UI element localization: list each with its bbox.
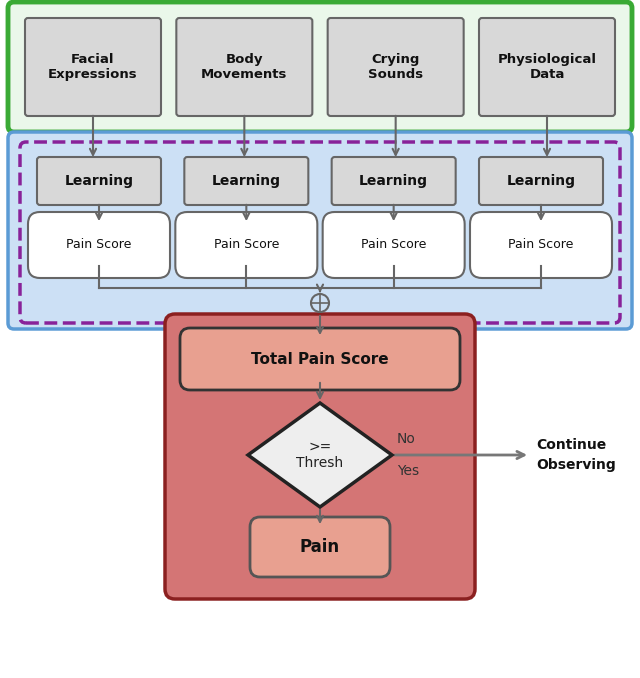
FancyBboxPatch shape	[479, 18, 615, 116]
Text: Learning: Learning	[65, 174, 134, 188]
Text: Pain Score: Pain Score	[214, 239, 279, 252]
FancyBboxPatch shape	[479, 157, 603, 205]
Text: Learning: Learning	[506, 174, 575, 188]
FancyBboxPatch shape	[37, 157, 161, 205]
Text: Physiological
Data: Physiological Data	[497, 53, 596, 81]
Text: Facial
Expressions: Facial Expressions	[48, 53, 138, 81]
FancyBboxPatch shape	[328, 18, 463, 116]
Text: Pain Score: Pain Score	[67, 239, 132, 252]
Text: Observing: Observing	[536, 458, 616, 472]
FancyBboxPatch shape	[165, 314, 475, 599]
Text: Body
Movements: Body Movements	[201, 53, 287, 81]
FancyBboxPatch shape	[175, 212, 317, 278]
FancyBboxPatch shape	[184, 157, 308, 205]
Text: Learning: Learning	[212, 174, 281, 188]
FancyBboxPatch shape	[470, 212, 612, 278]
Text: Learning: Learning	[359, 174, 428, 188]
FancyBboxPatch shape	[8, 2, 632, 132]
Text: Yes: Yes	[397, 464, 419, 478]
Text: Pain Score: Pain Score	[361, 239, 426, 252]
FancyBboxPatch shape	[250, 517, 390, 577]
FancyBboxPatch shape	[177, 18, 312, 116]
FancyBboxPatch shape	[28, 212, 170, 278]
FancyBboxPatch shape	[180, 328, 460, 390]
FancyBboxPatch shape	[332, 157, 456, 205]
Text: Total Pain Score: Total Pain Score	[251, 351, 389, 367]
FancyBboxPatch shape	[323, 212, 465, 278]
Text: >=
Thresh: >= Thresh	[296, 440, 344, 470]
Polygon shape	[248, 403, 392, 507]
Text: Continue: Continue	[536, 438, 606, 452]
Text: Pain: Pain	[300, 538, 340, 556]
FancyBboxPatch shape	[25, 18, 161, 116]
Text: No: No	[397, 432, 416, 446]
Text: Pain Score: Pain Score	[508, 239, 573, 252]
Text: Crying
Sounds: Crying Sounds	[368, 53, 423, 81]
FancyBboxPatch shape	[8, 132, 632, 329]
